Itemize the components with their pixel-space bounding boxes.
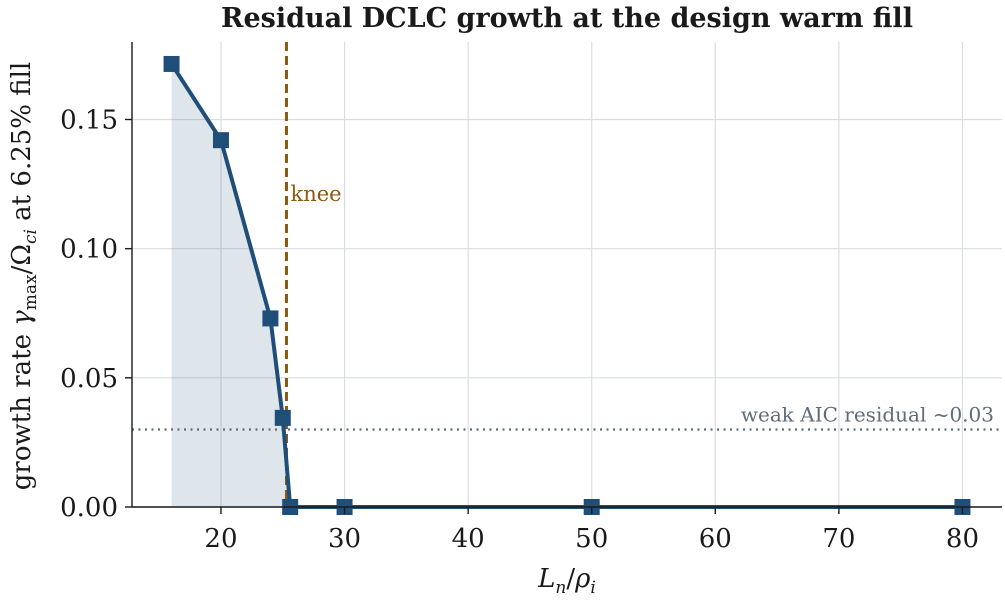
series-group xyxy=(163,55,971,515)
ticks-group: 20 30 40 50 60 70 80 0.00 0.05 0.10 0.15 xyxy=(60,106,979,555)
knee-annotation: knee xyxy=(290,182,341,206)
x-tick-label: 30 xyxy=(328,524,361,554)
x-tick-label: 80 xyxy=(946,524,979,554)
fill-group xyxy=(171,63,963,507)
x-tick-label: 20 xyxy=(204,524,237,554)
series-line xyxy=(169,62,963,509)
chart-title: Residual DCLC growth at the design warm … xyxy=(221,3,913,34)
x-tick-label: 60 xyxy=(699,524,732,554)
y-tick-label: 0.05 xyxy=(60,364,118,394)
data-point-marker xyxy=(274,409,291,426)
reference-group xyxy=(132,42,1002,507)
data-point-marker xyxy=(262,310,279,327)
y-tick-label: 0.00 xyxy=(60,493,118,523)
y-tick-label: 0.10 xyxy=(60,235,118,265)
x-axis-label: Ln/ρi xyxy=(537,564,596,598)
data-point-marker xyxy=(163,55,180,72)
y-tick-label: 0.15 xyxy=(60,106,118,136)
data-point-marker xyxy=(212,132,229,149)
x-tick-label: 40 xyxy=(452,524,485,554)
y-axis-label: growth rate γmax/Ωci at 6.25% fill xyxy=(7,62,41,490)
x-tick-label: 70 xyxy=(822,524,855,554)
reference-annotation: weak AIC residual ~0.03 xyxy=(741,403,994,427)
series-fill-area xyxy=(171,63,963,507)
x-tick-label: 50 xyxy=(575,524,608,554)
grid-group xyxy=(132,42,1002,508)
